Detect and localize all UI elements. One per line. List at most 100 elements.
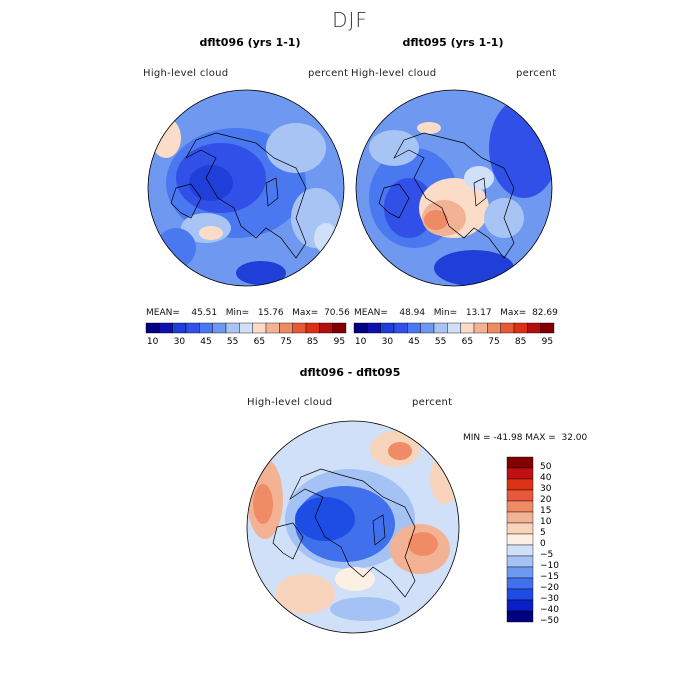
panel2-colorbar-ticks: 10 30 45 55 65 75 85 95 (354, 337, 554, 349)
diff-polar-map (246, 420, 460, 634)
colorbar-swatch (513, 322, 528, 334)
colorbar-tick-label: 55 (226, 337, 239, 347)
colorbar-swatch (506, 489, 534, 502)
diff-title: dflt096 - dflt095 (299, 366, 401, 379)
colorbar-tick-label: −50 (540, 616, 559, 626)
colorbar-swatch (319, 322, 333, 334)
colorbar-tick-label: 50 (540, 462, 552, 472)
panel1-colorbar (145, 322, 347, 334)
colorbar-tick-label: 10 (540, 517, 552, 527)
colorbar-swatch (420, 322, 435, 334)
colorbar-tick-label: 95 (541, 337, 554, 347)
colorbar-swatch (393, 322, 408, 334)
colorbar-swatch (506, 610, 534, 623)
panel2-min-label: Min= (433, 308, 458, 318)
colorbar-tick-label: 20 (540, 495, 552, 505)
panel2-max-label: Max= (500, 308, 527, 318)
colorbar-swatch (353, 322, 368, 334)
panel2-mean-value: 48.94 (399, 308, 426, 318)
panel1-mean-value: 45.51 (191, 308, 218, 318)
colorbar-tick-label: 30 (540, 484, 552, 494)
colorbar-tick-label: 85 (514, 337, 527, 347)
colorbar-swatch (305, 322, 320, 334)
panel1-mean-label: MEAN= (146, 308, 180, 318)
colorbar-swatch (506, 478, 534, 491)
colorbar-swatch (367, 322, 381, 334)
panel2-stats: MEAN= 48.94 Min= 13.17 Max= 82.69 (354, 308, 558, 318)
colorbar-swatch (265, 322, 280, 334)
panel1-variable-label: High-level cloud (143, 68, 229, 79)
colorbar-tick-label: 30 (381, 337, 394, 347)
colorbar-tick-label: 40 (540, 473, 552, 483)
colorbar-swatch (279, 322, 293, 334)
colorbar-tick-label: 55 (434, 337, 447, 347)
colorbar-tick-label: 75 (488, 337, 500, 347)
colorbar-tick-label: 45 (200, 337, 212, 347)
colorbar-tick-label: −5 (540, 550, 554, 560)
colorbar-swatch (292, 322, 307, 334)
panel1-units-label: percent (308, 68, 349, 79)
colorbar-swatch (447, 322, 461, 334)
diff-units-label: percent (412, 397, 453, 408)
colorbar-tick-label: 85 (306, 337, 319, 347)
colorbar-swatch (332, 322, 347, 334)
panel2-colorbar (353, 322, 555, 334)
colorbar-swatch (506, 599, 534, 612)
colorbar-swatch (506, 555, 534, 568)
colorbar-swatch (506, 500, 534, 513)
panel2-units-label: percent (516, 68, 557, 79)
panel2-variable-label: High-level cloud (351, 68, 437, 79)
colorbar-swatch (506, 566, 534, 579)
colorbar-tick-label: 95 (333, 337, 346, 347)
colorbar-tick-label: 30 (173, 337, 186, 347)
colorbar-swatch (540, 322, 555, 334)
colorbar-swatch (380, 322, 395, 334)
diff-colorbar-ticks: 50 40 30 20 15 10 5 0 −5 −10 −15 −20 −30 −40 −50 (540, 457, 560, 626)
colorbar-swatch (159, 322, 173, 334)
colorbar-swatch (172, 322, 187, 334)
colorbar-tick-label: −15 (540, 572, 559, 582)
colorbar-swatch (460, 322, 475, 334)
colorbar-swatch (407, 322, 421, 334)
panel1-min-value: 15.76 (257, 308, 284, 318)
colorbar-swatch (252, 322, 267, 334)
colorbar-tick-label: 45 (408, 337, 420, 347)
colorbar-tick-label: 10 (354, 337, 367, 347)
colorbar-tick-label: 5 (540, 528, 546, 538)
colorbar-tick-label: 65 (461, 337, 474, 347)
panel2-mean-label: MEAN= (354, 308, 388, 318)
colorbar-swatch (199, 322, 213, 334)
colorbar-swatch (506, 522, 534, 535)
panel1-colorbar-ticks: 10 30 45 55 65 75 85 95 (146, 337, 346, 349)
colorbar-swatch (225, 322, 240, 334)
colorbar-tick-label: −10 (540, 561, 559, 571)
colorbar-swatch (506, 467, 534, 480)
panel2-polar-map (355, 89, 553, 287)
panel2-max-value: 82.69 (532, 308, 558, 318)
panel1-stats: MEAN= 45.51 Min= 15.76 Max= 70.56 (146, 308, 350, 318)
diff-minmax: MIN = -41.98 MAX = 32.00 (463, 433, 588, 443)
colorbar-tick-label: −30 (540, 594, 559, 604)
colorbar-swatch (500, 322, 515, 334)
colorbar-swatch (239, 322, 253, 334)
colorbar-tick-label: 75 (280, 337, 292, 347)
panel2-min-value: 13.17 (465, 308, 492, 318)
colorbar-swatch (506, 456, 534, 469)
colorbar-swatch (506, 588, 534, 601)
panel1-max-label: Max= (292, 308, 319, 318)
panel2-title: dflt095 (yrs 1-1) (402, 36, 504, 49)
colorbar-swatch (145, 322, 160, 334)
colorbar-swatch (433, 322, 448, 334)
diff-variable-label: High-level cloud (247, 397, 333, 408)
colorbar-swatch (212, 322, 227, 334)
colorbar-swatch (506, 511, 534, 524)
diff-colorbar (506, 456, 534, 623)
colorbar-swatch (506, 577, 534, 590)
season-title: DJF (332, 8, 368, 32)
colorbar-swatch (487, 322, 501, 334)
colorbar-tick-label: 65 (253, 337, 266, 347)
panel1-polar-map (147, 89, 345, 287)
colorbar-swatch (185, 322, 200, 334)
colorbar-tick-label: 0 (540, 539, 546, 549)
colorbar-tick-label: −20 (540, 583, 559, 593)
